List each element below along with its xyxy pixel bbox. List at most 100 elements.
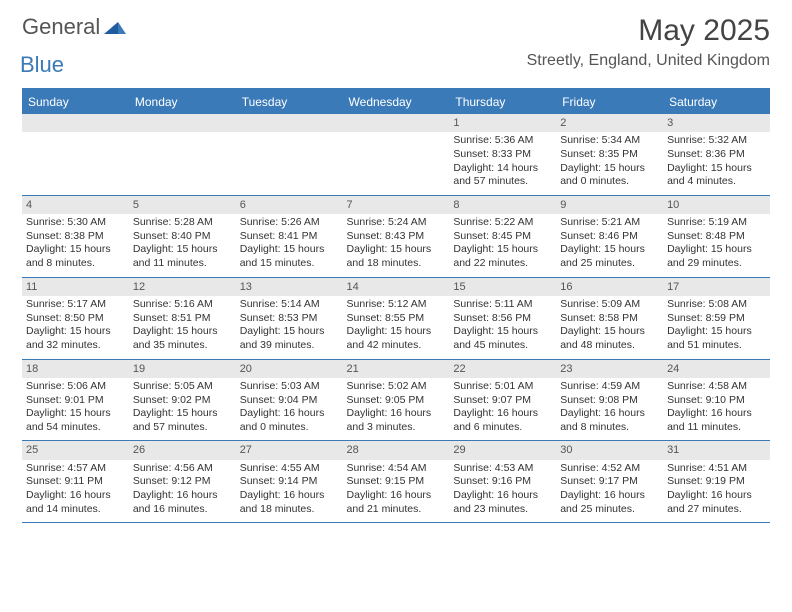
day-cell: 18Sunrise: 5:06 AMSunset: 9:01 PMDayligh… [22, 360, 129, 441]
week-row: 4Sunrise: 5:30 AMSunset: 8:38 PMDaylight… [22, 196, 770, 278]
day-cell: 24Sunrise: 4:58 AMSunset: 9:10 PMDayligh… [663, 360, 770, 441]
logo-triangle-icon [104, 20, 126, 34]
day-body: Sunrise: 4:53 AMSunset: 9:16 PMDaylight:… [449, 460, 556, 523]
day-cell: 9Sunrise: 5:21 AMSunset: 8:46 PMDaylight… [556, 196, 663, 277]
daylight-text: Daylight: 15 hours and 0 minutes. [560, 162, 659, 189]
day-number: 4 [22, 196, 129, 214]
sunrise-text: Sunrise: 5:30 AM [26, 216, 125, 230]
day-body: Sunrise: 5:36 AMSunset: 8:33 PMDaylight:… [449, 132, 556, 195]
dow-sun: Sunday [22, 90, 129, 114]
day-number: 10 [663, 196, 770, 214]
day-number: 7 [343, 196, 450, 214]
dow-mon: Monday [129, 90, 236, 114]
sunset-text: Sunset: 9:10 PM [667, 394, 766, 408]
daylight-text: Daylight: 15 hours and 8 minutes. [26, 243, 125, 270]
day-number: 29 [449, 441, 556, 459]
daylight-text: Daylight: 16 hours and 8 minutes. [560, 407, 659, 434]
day-number: 18 [22, 360, 129, 378]
day-body: Sunrise: 4:56 AMSunset: 9:12 PMDaylight:… [129, 460, 236, 523]
sunrise-text: Sunrise: 4:52 AM [560, 462, 659, 476]
sunset-text: Sunset: 9:05 PM [347, 394, 446, 408]
logo-word-1: General [22, 14, 100, 40]
day-body: Sunrise: 5:26 AMSunset: 8:41 PMDaylight:… [236, 214, 343, 277]
day-cell: 12Sunrise: 5:16 AMSunset: 8:51 PMDayligh… [129, 278, 236, 359]
dow-thu: Thursday [449, 90, 556, 114]
daylight-text: Daylight: 15 hours and 42 minutes. [347, 325, 446, 352]
day-number: 8 [449, 196, 556, 214]
sunset-text: Sunset: 9:17 PM [560, 475, 659, 489]
sunrise-text: Sunrise: 5:22 AM [453, 216, 552, 230]
sunset-text: Sunset: 8:33 PM [453, 148, 552, 162]
week-row: 11Sunrise: 5:17 AMSunset: 8:50 PMDayligh… [22, 278, 770, 360]
day-body: Sunrise: 4:51 AMSunset: 9:19 PMDaylight:… [663, 460, 770, 523]
day-cell: 31Sunrise: 4:51 AMSunset: 9:19 PMDayligh… [663, 441, 770, 522]
day-cell: 3Sunrise: 5:32 AMSunset: 8:36 PMDaylight… [663, 114, 770, 195]
day-cell: 6Sunrise: 5:26 AMSunset: 8:41 PMDaylight… [236, 196, 343, 277]
sunrise-text: Sunrise: 5:14 AM [240, 298, 339, 312]
sunset-text: Sunset: 8:55 PM [347, 312, 446, 326]
sunset-text: Sunset: 8:46 PM [560, 230, 659, 244]
sunrise-text: Sunrise: 5:06 AM [26, 380, 125, 394]
day-body: Sunrise: 5:11 AMSunset: 8:56 PMDaylight:… [449, 296, 556, 359]
dow-header-row: Sunday Monday Tuesday Wednesday Thursday… [22, 90, 770, 114]
sunrise-text: Sunrise: 5:34 AM [560, 134, 659, 148]
sunrise-text: Sunrise: 5:12 AM [347, 298, 446, 312]
day-number: 31 [663, 441, 770, 459]
logo-word-2: Blue [20, 52, 64, 77]
daylight-text: Daylight: 16 hours and 25 minutes. [560, 489, 659, 516]
daylight-text: Daylight: 16 hours and 23 minutes. [453, 489, 552, 516]
month-title: May 2025 [527, 14, 770, 48]
sunset-text: Sunset: 8:41 PM [240, 230, 339, 244]
sunset-text: Sunset: 8:38 PM [26, 230, 125, 244]
day-cell: 23Sunrise: 4:59 AMSunset: 9:08 PMDayligh… [556, 360, 663, 441]
day-body: Sunrise: 5:09 AMSunset: 8:58 PMDaylight:… [556, 296, 663, 359]
day-cell: 5Sunrise: 5:28 AMSunset: 8:40 PMDaylight… [129, 196, 236, 277]
daylight-text: Daylight: 16 hours and 11 minutes. [667, 407, 766, 434]
daylight-text: Daylight: 15 hours and 22 minutes. [453, 243, 552, 270]
day-cell: 26Sunrise: 4:56 AMSunset: 9:12 PMDayligh… [129, 441, 236, 522]
day-cell: 29Sunrise: 4:53 AMSunset: 9:16 PMDayligh… [449, 441, 556, 522]
day-number: 23 [556, 360, 663, 378]
daylight-text: Daylight: 16 hours and 16 minutes. [133, 489, 232, 516]
sunset-text: Sunset: 8:36 PM [667, 148, 766, 162]
sunrise-text: Sunrise: 5:11 AM [453, 298, 552, 312]
day-cell: 7Sunrise: 5:24 AMSunset: 8:43 PMDaylight… [343, 196, 450, 277]
sunset-text: Sunset: 8:59 PM [667, 312, 766, 326]
sunset-text: Sunset: 8:51 PM [133, 312, 232, 326]
day-number: 27 [236, 441, 343, 459]
day-cell: 20Sunrise: 5:03 AMSunset: 9:04 PMDayligh… [236, 360, 343, 441]
dow-tue: Tuesday [236, 90, 343, 114]
calendar-grid: Sunday Monday Tuesday Wednesday Thursday… [22, 88, 770, 523]
sunset-text: Sunset: 8:40 PM [133, 230, 232, 244]
day-body: Sunrise: 5:32 AMSunset: 8:36 PMDaylight:… [663, 132, 770, 195]
sunset-text: Sunset: 8:58 PM [560, 312, 659, 326]
day-body: Sunrise: 5:30 AMSunset: 8:38 PMDaylight:… [22, 214, 129, 277]
daylight-text: Daylight: 15 hours and 32 minutes. [26, 325, 125, 352]
day-cell: 2Sunrise: 5:34 AMSunset: 8:35 PMDaylight… [556, 114, 663, 195]
day-cell: 8Sunrise: 5:22 AMSunset: 8:45 PMDaylight… [449, 196, 556, 277]
daylight-text: Daylight: 15 hours and 18 minutes. [347, 243, 446, 270]
sunrise-text: Sunrise: 4:56 AM [133, 462, 232, 476]
title-block: May 2025 Streetly, England, United Kingd… [527, 14, 770, 70]
daylight-text: Daylight: 15 hours and 35 minutes. [133, 325, 232, 352]
week-row: 18Sunrise: 5:06 AMSunset: 9:01 PMDayligh… [22, 360, 770, 442]
sunrise-text: Sunrise: 5:01 AM [453, 380, 552, 394]
day-body: Sunrise: 4:59 AMSunset: 9:08 PMDaylight:… [556, 378, 663, 441]
dow-sat: Saturday [663, 90, 770, 114]
sunrise-text: Sunrise: 5:32 AM [667, 134, 766, 148]
day-number: 19 [129, 360, 236, 378]
sunset-text: Sunset: 8:48 PM [667, 230, 766, 244]
day-cell: 11Sunrise: 5:17 AMSunset: 8:50 PMDayligh… [22, 278, 129, 359]
day-body: Sunrise: 5:21 AMSunset: 8:46 PMDaylight:… [556, 214, 663, 277]
day-cell [22, 114, 129, 195]
day-cell: 30Sunrise: 4:52 AMSunset: 9:17 PMDayligh… [556, 441, 663, 522]
day-number: 12 [129, 278, 236, 296]
daylight-text: Daylight: 15 hours and 29 minutes. [667, 243, 766, 270]
day-number: 20 [236, 360, 343, 378]
day-body: Sunrise: 5:05 AMSunset: 9:02 PMDaylight:… [129, 378, 236, 441]
dow-wed: Wednesday [343, 90, 450, 114]
day-cell: 21Sunrise: 5:02 AMSunset: 9:05 PMDayligh… [343, 360, 450, 441]
daylight-text: Daylight: 15 hours and 57 minutes. [133, 407, 232, 434]
day-cell: 13Sunrise: 5:14 AMSunset: 8:53 PMDayligh… [236, 278, 343, 359]
day-cell: 15Sunrise: 5:11 AMSunset: 8:56 PMDayligh… [449, 278, 556, 359]
